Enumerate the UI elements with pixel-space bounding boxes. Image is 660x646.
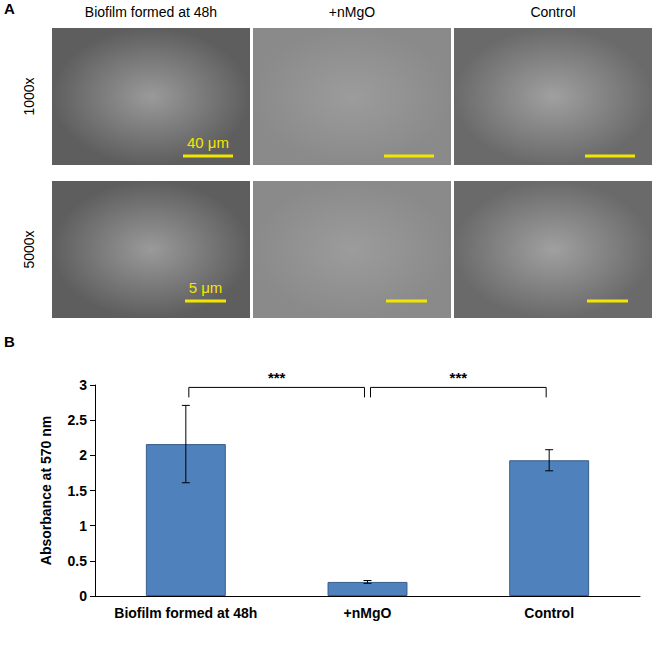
svg-text:A: A (4, 0, 15, 17)
svg-text:***: *** (268, 369, 286, 386)
svg-text:B: B (4, 333, 15, 350)
svg-text:0: 0 (79, 588, 87, 604)
svg-text:1: 1 (79, 518, 87, 534)
svg-text:Absorbance at 570 nm: Absorbance at 570 nm (38, 416, 54, 565)
svg-text:3: 3 (79, 377, 87, 393)
svg-text:40 μm: 40 μm (187, 134, 229, 151)
svg-text:Control: Control (530, 4, 575, 20)
svg-text:1000x: 1000x (21, 77, 37, 115)
svg-text:+nMgO: +nMgO (329, 4, 375, 20)
svg-text:Biofilm formed at 48h: Biofilm formed at 48h (114, 605, 257, 621)
svg-text:5 μm: 5 μm (189, 279, 223, 296)
svg-text:+nMgO: +nMgO (344, 605, 392, 621)
svg-text:Control: Control (524, 605, 574, 621)
svg-text:1.5: 1.5 (68, 483, 88, 499)
svg-text:2: 2 (79, 447, 87, 463)
svg-text:5000x: 5000x (21, 230, 37, 268)
svg-text:***: *** (450, 369, 468, 386)
svg-text:2.5: 2.5 (68, 412, 88, 428)
svg-text:0.5: 0.5 (68, 553, 88, 569)
svg-text:Biofilm formed at 48h: Biofilm formed at 48h (85, 4, 217, 20)
